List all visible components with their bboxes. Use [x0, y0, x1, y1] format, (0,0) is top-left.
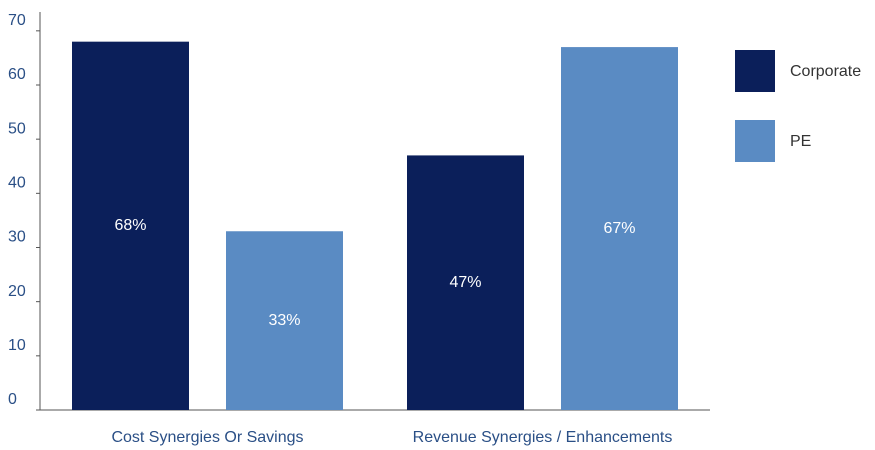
- x-tick-label: Revenue Synergies / Enhancements: [413, 429, 673, 446]
- y-tick-label: 70: [8, 12, 26, 29]
- y-tick-label: 60: [8, 66, 26, 83]
- y-tick-label: 40: [8, 175, 26, 192]
- y-tick-label: 50: [8, 120, 26, 137]
- legend-swatch: [735, 120, 775, 162]
- value-label: 67%: [603, 220, 635, 237]
- y-tick-label: 30: [8, 229, 26, 246]
- value-label: 68%: [114, 217, 146, 234]
- legend-swatch: [735, 50, 775, 92]
- value-label: 47%: [449, 274, 481, 291]
- y-tick-label: 20: [8, 283, 26, 300]
- legend-label: Corporate: [790, 63, 861, 80]
- bar: [407, 155, 524, 410]
- y-tick-label: 0: [8, 391, 17, 408]
- value-label: 33%: [268, 312, 300, 329]
- legend-label: PE: [790, 133, 811, 150]
- y-tick-label: 10: [8, 337, 26, 354]
- x-tick-label: Cost Synergies Or Savings: [111, 429, 303, 446]
- bar: [72, 41, 189, 411]
- bar: [561, 47, 678, 410]
- bar: [226, 231, 343, 410]
